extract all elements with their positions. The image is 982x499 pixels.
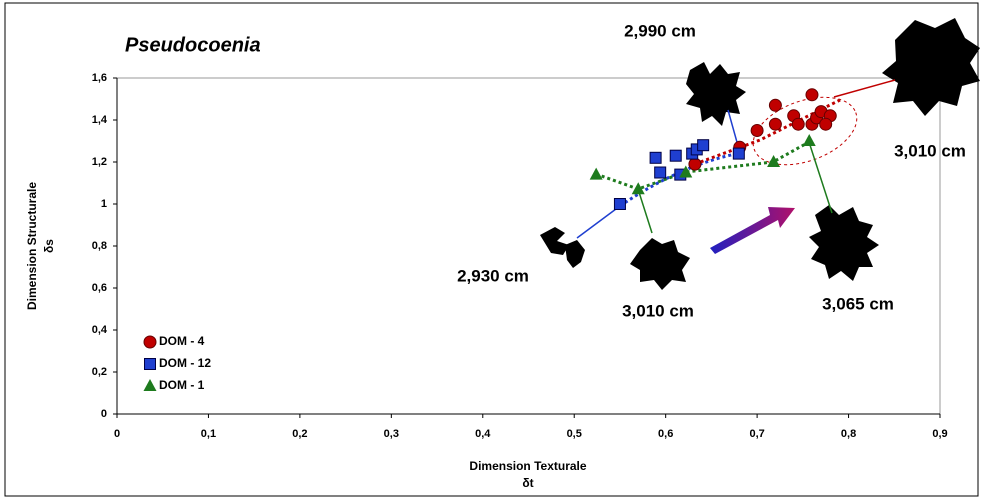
x-axis-label: Dimension Texturale	[469, 459, 586, 473]
y-tick-label: 0,6	[92, 282, 107, 294]
annotation: 3,010 cm	[622, 301, 694, 320]
point	[631, 182, 645, 195]
point	[649, 151, 662, 164]
legend-label: DOM - 12	[159, 356, 211, 370]
legend-marker	[144, 358, 156, 370]
point	[669, 149, 682, 162]
y-tick-label: 0,2	[92, 366, 107, 378]
point	[750, 124, 764, 137]
point	[802, 134, 816, 146]
legend-marker	[143, 379, 157, 391]
chart-frame	[4, 2, 979, 497]
point	[767, 155, 781, 167]
point	[791, 117, 805, 131]
annotation: 2,930 cm	[457, 266, 529, 285]
x-tick-label: 0,4	[475, 428, 491, 440]
point	[688, 157, 702, 171]
x-tick-label: 0,8	[841, 428, 856, 440]
y-tick-label: 1	[101, 198, 107, 210]
legend-label: DOM - 1	[159, 378, 205, 392]
x-tick-label: 0,1	[201, 428, 216, 440]
y-tick-label: 1,6	[92, 72, 107, 84]
y-axis-label: Dimension Structurale	[25, 182, 39, 310]
x-tick-label: 0,6	[658, 428, 673, 440]
annotation: 3,010 cm	[894, 141, 966, 160]
y-tick-label: 0,4	[92, 324, 108, 336]
point	[768, 98, 782, 112]
y-tick-label: 0,8	[92, 240, 107, 252]
annotation: 2,990 cm	[624, 21, 696, 40]
x-tick-label: 0,3	[384, 428, 399, 440]
x-tick-label: 0,5	[567, 428, 582, 440]
annotation: 3,065 cm	[822, 294, 894, 313]
x-tick-label: 0,7	[749, 428, 764, 440]
y-tick-label: 1,2	[92, 156, 107, 168]
point	[697, 139, 710, 152]
point	[679, 165, 693, 178]
point	[805, 88, 819, 102]
point	[732, 147, 745, 160]
point	[613, 198, 626, 210]
legend-label: DOM - 4	[159, 334, 205, 348]
point	[819, 117, 833, 131]
chart-title: Pseudocoenia	[125, 34, 261, 56]
x-axis-label: δt	[522, 476, 533, 490]
x-tick-label: 0,2	[292, 428, 307, 440]
y-axis-label: δs	[42, 239, 56, 253]
y-tick-label: 0	[101, 408, 107, 420]
point	[589, 167, 603, 180]
point	[768, 117, 782, 131]
x-tick-label: 0,9	[932, 428, 947, 440]
trend-arrow	[710, 207, 795, 254]
legend-marker	[143, 335, 157, 349]
silhouettes	[540, 18, 980, 290]
point	[654, 166, 667, 179]
x-tick-label: 0	[114, 428, 120, 440]
y-tick-label: 1,4	[92, 114, 108, 126]
